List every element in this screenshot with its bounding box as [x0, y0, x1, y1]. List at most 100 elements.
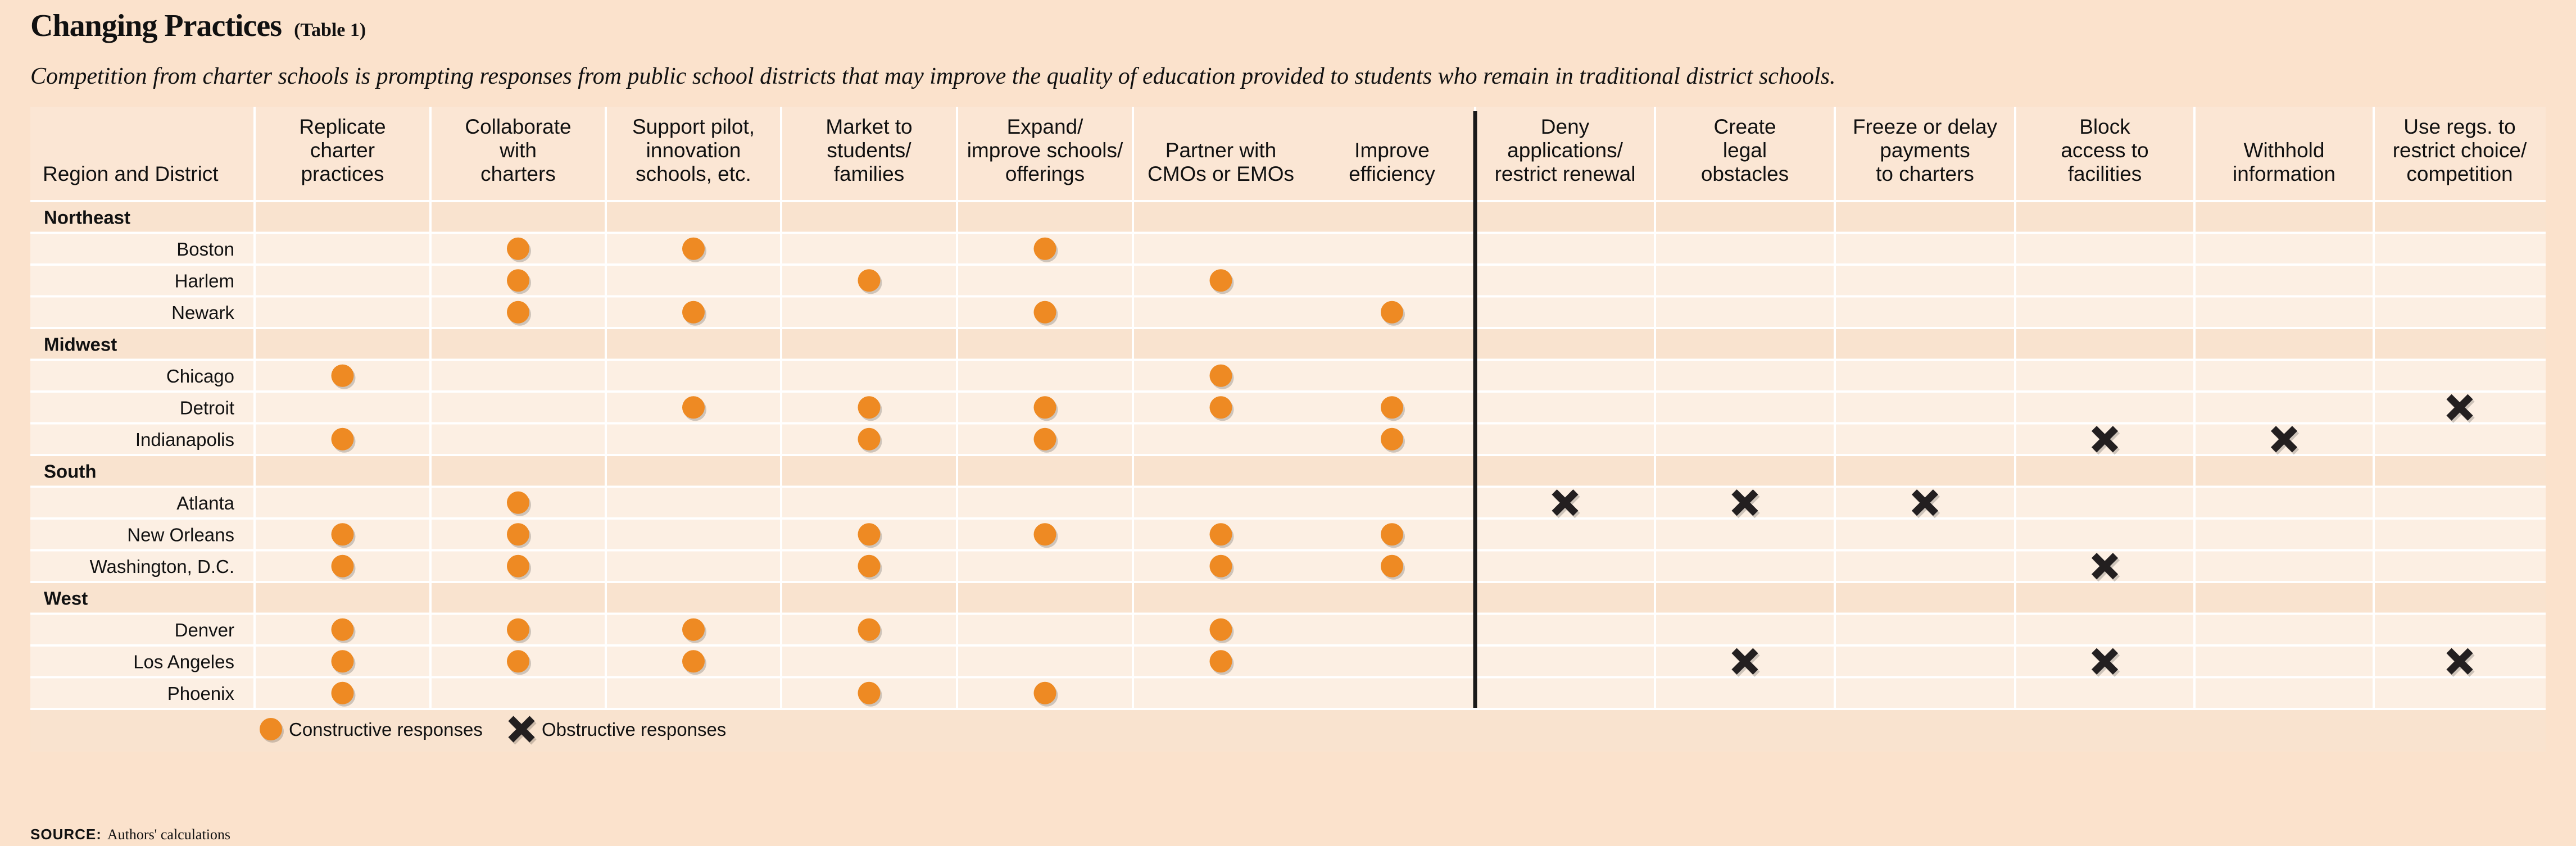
table-tag: (Table 1)	[294, 20, 366, 40]
district-label: Boston	[176, 239, 234, 260]
column-header-line: payments	[1880, 139, 1970, 162]
column-header-line: Support pilot,	[632, 115, 755, 138]
region-row-bg	[30, 201, 2546, 233]
constructive-marker	[682, 618, 705, 641]
constructive-marker	[331, 523, 354, 546]
constructive-marker	[858, 396, 881, 419]
column-header-line: Withhold	[2244, 139, 2325, 162]
constructive-marker	[331, 364, 354, 387]
obstructive-marker	[2091, 648, 2119, 675]
constructive-marker	[858, 523, 881, 546]
district-row-bg	[30, 360, 2546, 392]
district-row-bg	[30, 233, 2546, 265]
column-header-line: obstacles	[1701, 162, 1789, 185]
constructive-marker	[682, 650, 705, 673]
obstructive-marker	[1731, 648, 1758, 675]
constructive-marker	[858, 554, 881, 577]
region-row-bg	[30, 582, 2546, 614]
column-header-line: applications/	[1507, 139, 1623, 162]
district-row-bg	[30, 486, 2546, 518]
district-row-bg	[30, 550, 2546, 582]
row-header-label: Region and District	[43, 162, 219, 185]
legend-label-obstructive: Obstructive responses	[542, 719, 726, 740]
column-header-line: legal	[1723, 139, 1767, 162]
obstructive-marker	[2091, 553, 2119, 580]
column-header-line: restrict renewal	[1495, 162, 1636, 185]
region-label: Midwest	[44, 334, 117, 354]
column-header-line: Collaborate	[465, 115, 571, 138]
constructive-marker	[507, 237, 529, 260]
column-header-line: Use regs. to	[2403, 115, 2515, 138]
obstructive-marker	[1552, 489, 1579, 516]
column-header-line: efficiency	[1349, 162, 1435, 185]
column-header-line: restrict choice/	[2393, 139, 2527, 162]
constructive-marker	[1209, 650, 1232, 673]
district-label: Denver	[175, 620, 234, 640]
column-header-line: facilities	[2068, 162, 2142, 185]
column-header-line: with	[499, 139, 537, 162]
constructive-marker	[331, 554, 354, 577]
column-header-line: innovation	[646, 139, 741, 162]
column-header-line: Market to	[826, 115, 912, 138]
region-row-bg	[30, 328, 2546, 360]
obstructive-marker	[2446, 394, 2473, 421]
column-header-line: Create	[1713, 115, 1776, 138]
obstructive-marker	[508, 716, 535, 743]
constructive-marker	[507, 491, 529, 514]
region-label: South	[44, 461, 96, 481]
chart-title: Changing Practices	[30, 8, 282, 43]
constructive-marker	[1209, 396, 1232, 419]
constructive-marker	[858, 618, 881, 641]
constructive-marker	[331, 427, 354, 451]
constructive-marker	[1209, 364, 1232, 387]
obstructive-marker	[2091, 426, 2119, 453]
legend-label-constructive: Constructive responses	[289, 719, 483, 740]
constructive-marker	[1209, 269, 1232, 292]
region-label: West	[44, 588, 88, 608]
constructive-marker	[1381, 427, 1403, 451]
district-label: Harlem	[175, 270, 234, 291]
constructive-marker	[682, 237, 705, 260]
constructive-marker	[260, 718, 282, 740]
column-header-line: students/	[827, 139, 911, 162]
district-row-bg	[30, 645, 2546, 677]
constructive-marker	[507, 650, 529, 673]
constructive-marker	[1209, 618, 1232, 641]
district-row-bg	[30, 677, 2546, 709]
obstructive-marker	[2270, 426, 2298, 453]
district-row-bg	[30, 392, 2546, 424]
district-label: Detroit	[180, 397, 234, 418]
source-label: SOURCE:	[30, 826, 102, 843]
column-header-line: schools, etc.	[636, 162, 751, 185]
district-row-bg	[30, 423, 2546, 455]
column-header-line: improve schools/	[967, 139, 1123, 162]
district-label: New Orleans	[127, 524, 234, 545]
header-band	[30, 107, 2546, 201]
constructive-marker	[331, 681, 354, 704]
column-header-line: Partner with	[1165, 139, 1276, 162]
column-header-line: CMOs or EMOs	[1148, 162, 1294, 185]
column-header-line: Improve	[1354, 139, 1430, 162]
district-label: Chicago	[166, 366, 234, 386]
column-header-line: Deny	[1541, 115, 1590, 138]
column-header-line: access to	[2061, 139, 2148, 162]
constructive-marker	[1381, 554, 1403, 577]
constructive-marker	[1209, 554, 1232, 577]
source-note: SOURCE: Authors' calculations	[30, 826, 230, 843]
constructive-marker	[1381, 301, 1403, 324]
title-row: Changing Practices (Table 1)	[30, 8, 366, 44]
source-text: Authors' calculations	[107, 826, 231, 843]
constructive-marker	[507, 523, 529, 546]
constructive-marker	[1033, 396, 1056, 419]
column-header-line: competition	[2406, 162, 2512, 185]
constructive-marker	[858, 681, 881, 704]
constructive-marker	[331, 650, 354, 673]
constructive-marker	[682, 301, 705, 324]
district-row-bg	[30, 265, 2546, 297]
column-header-line: Freeze or delay	[1853, 115, 1998, 138]
column-header-line: charter	[310, 139, 375, 162]
chart-subtitle: Competition from charter schools is prom…	[30, 63, 1836, 89]
column-header-line: to charters	[1876, 162, 1974, 185]
region-label: Northeast	[44, 207, 130, 228]
column-header-line: charters	[480, 162, 556, 185]
